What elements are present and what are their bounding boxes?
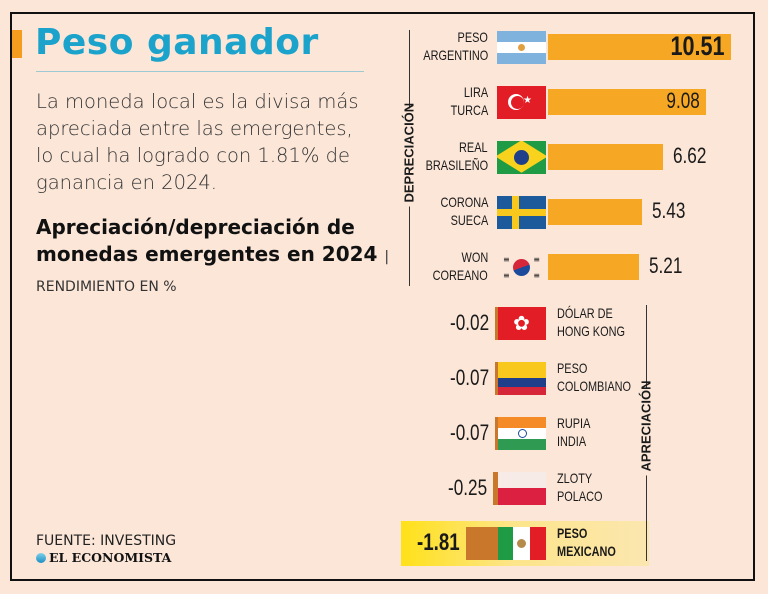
mexico-flag-icon xyxy=(497,527,546,560)
category-label: RUPIA INDIA xyxy=(557,414,600,450)
india-flag-icon xyxy=(497,417,546,450)
chart-title: Apreciación/depreciación de monedas emer… xyxy=(36,215,378,266)
data-label: -0.07 xyxy=(449,365,489,390)
category-line1: WON xyxy=(461,249,488,265)
category-line2: ARGENTINO xyxy=(423,47,488,63)
turkey-flag-icon: ★ xyxy=(497,86,546,119)
hong-kong-flag-icon: ✿ xyxy=(497,307,546,340)
category-line2: SUECA xyxy=(450,212,488,228)
data-label: 5.43 xyxy=(652,198,686,223)
category-line2: TURCA xyxy=(450,102,488,118)
colombia-flag-icon xyxy=(497,362,546,395)
category-label: ZLOTY POLACO xyxy=(557,469,615,505)
data-label: -0.07 xyxy=(449,420,489,445)
bar-8 xyxy=(492,472,498,505)
data-label: -1.81 xyxy=(416,529,460,556)
category-line1: ZLOTY xyxy=(557,470,593,486)
bar-7 xyxy=(495,417,498,450)
data-label: 9.08 xyxy=(666,88,700,113)
bar-3 xyxy=(548,199,643,225)
globe-icon xyxy=(36,552,46,563)
bar-4 xyxy=(548,254,639,280)
title-accent-marker xyxy=(12,30,22,58)
category-line1: CORONA xyxy=(440,194,488,210)
brand-logo: EL ECONOMISTA xyxy=(36,550,171,565)
category-label: PESO COLOMBIANO xyxy=(557,359,652,395)
sweden-flag-icon xyxy=(497,196,546,229)
title-separator: | xyxy=(384,249,390,265)
category-label: CORONA SUECA xyxy=(380,193,488,229)
korea-flag-icon: ≡ ≡ ≡ ≡ xyxy=(503,255,540,280)
category-line1: DÓLAR DE xyxy=(557,305,613,321)
source-text: FUENTE: INVESTING xyxy=(36,533,177,549)
data-label: 6.62 xyxy=(673,143,707,168)
page-title: Peso ganador xyxy=(35,22,319,63)
data-label: -0.25 xyxy=(447,475,487,500)
bar-6 xyxy=(495,362,498,395)
category-line2: BRASILEÑO xyxy=(425,157,488,173)
data-label: 5.21 xyxy=(648,253,683,278)
category-label: PESO ARGENTINO xyxy=(380,28,488,64)
category-label: PESO MEXICANO xyxy=(557,524,632,560)
poland-flag-icon xyxy=(497,472,546,505)
infographic-frame xyxy=(10,12,755,581)
category-line2: POLACO xyxy=(557,488,603,504)
category-line1: LIRA xyxy=(463,84,488,100)
category-line1: RUPIA xyxy=(557,415,591,431)
category-line2: COLOMBIANO xyxy=(557,378,632,394)
title-divider xyxy=(36,71,364,72)
chart-subtitle: Apreciación/depreciación de monedas emer… xyxy=(36,214,396,301)
category-label: REAL BRASILEÑO xyxy=(380,138,488,174)
bar-5 xyxy=(495,307,498,340)
data-label: -0.02 xyxy=(449,310,489,335)
category-line2: HONG KONG xyxy=(557,323,625,339)
category-line1: PESO xyxy=(457,29,488,45)
category-line2: COREANO xyxy=(432,267,488,283)
bar-1 xyxy=(548,89,706,115)
lede-text: La moneda local es la divisa más aprecia… xyxy=(36,90,359,194)
category-line1: PESO xyxy=(557,360,588,376)
bar-2 xyxy=(548,144,664,170)
category-line2: INDIA xyxy=(557,433,587,449)
category-label: LIRA TURCA xyxy=(380,83,488,119)
bar-9 xyxy=(465,527,498,560)
argentina-flag-icon xyxy=(497,31,546,64)
brazil-flag-icon xyxy=(497,141,546,174)
category-label: WON COREANO xyxy=(380,248,488,284)
bar-0 xyxy=(548,34,731,60)
chart-unit: RENDIMIENTO EN % xyxy=(36,279,177,295)
category-line2: MEXICANO xyxy=(557,543,616,559)
category-line1: PESO xyxy=(557,525,588,541)
category-label: DÓLAR DE HONG KONG xyxy=(557,304,644,340)
data-label: 10.51 xyxy=(670,31,725,61)
appreciation-label: APRECIACIÓN xyxy=(638,380,654,476)
category-line1: REAL xyxy=(459,139,488,155)
brand-name: EL ECONOMISTA xyxy=(49,550,172,565)
